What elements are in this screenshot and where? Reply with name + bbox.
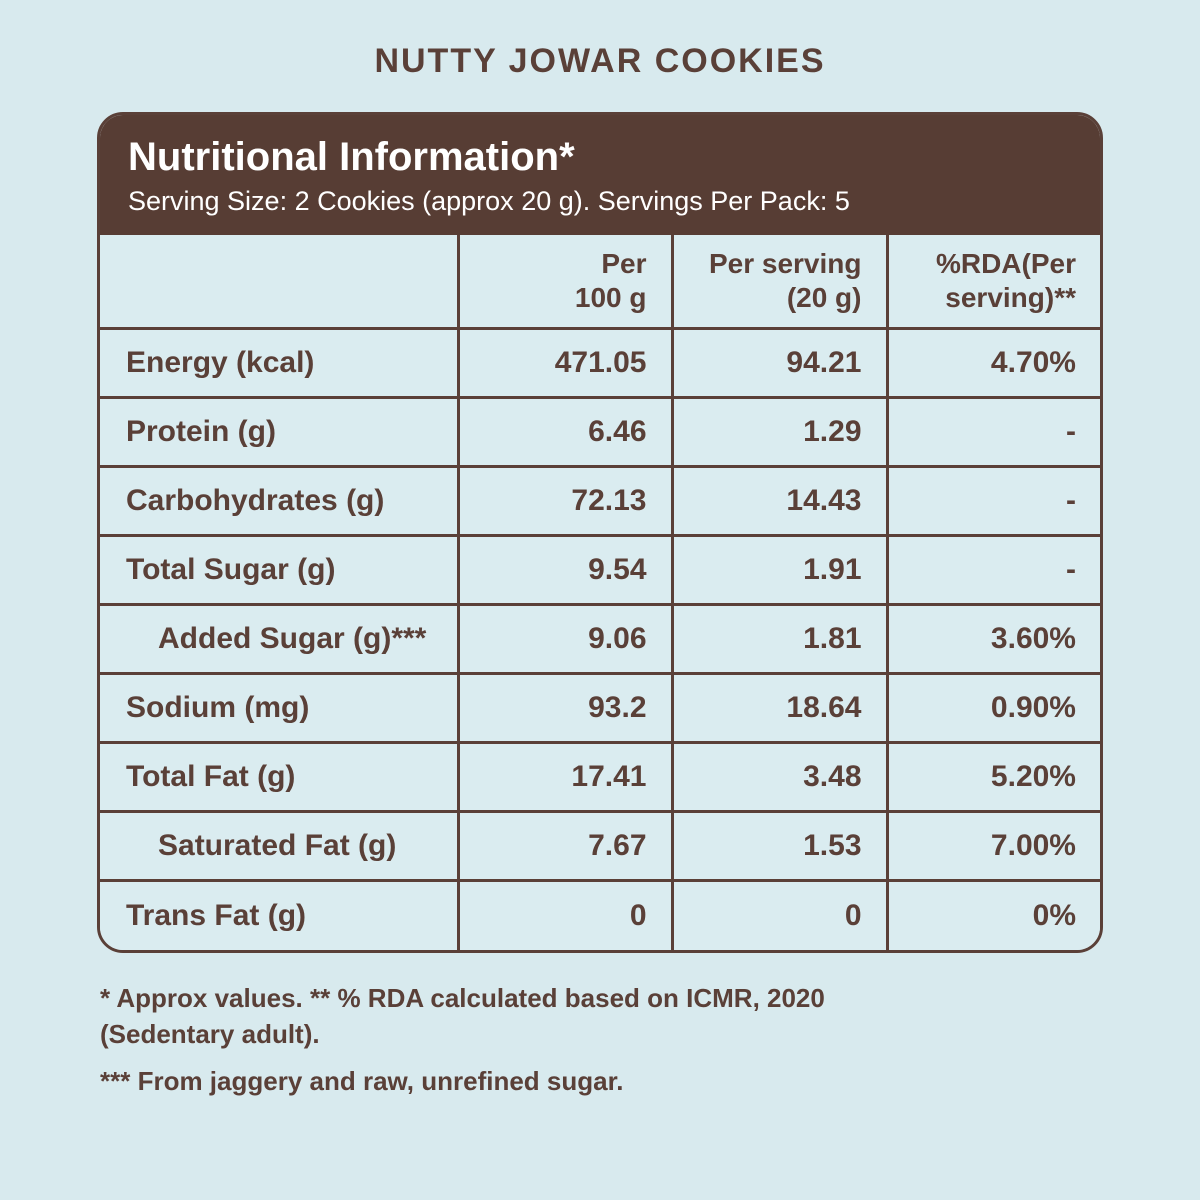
col-header-rda: %RDA(Per serving)** xyxy=(885,234,1100,329)
col-header-line: Per xyxy=(601,247,647,279)
col-header-line: serving)** xyxy=(945,282,1076,313)
value-per-serving: 1.29 xyxy=(670,396,887,467)
row-label: Energy (kcal) xyxy=(100,327,458,398)
row-label: Saturated Fat (g) xyxy=(100,810,458,881)
value-per-serving: 14.43 xyxy=(670,465,887,536)
value-per-serving: 3.48 xyxy=(670,741,887,812)
table-row: Carbohydrates (g) 72.13 14.43 - xyxy=(100,465,1100,536)
nutrition-table: Per 100 g Per serving (20 g) %RDA(Per se… xyxy=(100,234,1100,950)
value-rda: - xyxy=(885,465,1100,536)
serving-size-text: Serving Size: 2 Cookies (approx 20 g). S… xyxy=(128,186,850,216)
row-label: Carbohydrates (g) xyxy=(100,465,458,536)
value-per-100g: 9.54 xyxy=(456,534,672,605)
table-header-row: Per 100 g Per serving (20 g) %RDA(Per se… xyxy=(100,234,1100,329)
col-header-line: Per serving xyxy=(708,247,862,279)
value-per-100g: 7.67 xyxy=(456,810,672,881)
value-per-100g: 9.06 xyxy=(456,603,672,674)
table-row: Saturated Fat (g) 7.67 1.53 7.00% xyxy=(100,810,1100,881)
footnote-line: (Sedentary adult). xyxy=(100,1019,320,1050)
row-label: Protein (g) xyxy=(100,396,458,467)
row-label: Sodium (mg) xyxy=(100,672,458,743)
value-per-100g: 93.2 xyxy=(456,672,672,743)
value-per-100g: 72.13 xyxy=(456,465,672,536)
col-header-line: (20 g) xyxy=(786,282,862,313)
value-rda: 0.90% xyxy=(885,672,1100,743)
value-per-100g: 0 xyxy=(456,879,672,950)
value-per-serving: 1.53 xyxy=(670,810,887,881)
value-per-serving: 1.91 xyxy=(670,534,887,605)
col-header-line: 100 g xyxy=(574,282,647,313)
row-label: Added Sugar (g)*** xyxy=(100,603,458,674)
value-per-serving: 18.64 xyxy=(670,672,887,743)
value-per-100g: 6.46 xyxy=(456,396,672,467)
table-row: Total Sugar (g) 9.54 1.91 - xyxy=(100,534,1100,605)
value-rda: 3.60% xyxy=(885,603,1100,674)
col-header-per-serving: Per serving (20 g) xyxy=(670,234,887,329)
value-per-serving: 0 xyxy=(670,879,887,950)
value-rda: 7.00% xyxy=(885,810,1100,881)
value-rda: 4.70% xyxy=(885,327,1100,398)
table-row: Added Sugar (g)*** 9.06 1.81 3.60% xyxy=(100,603,1100,674)
footnote-line: *** From jaggery and raw, unrefined suga… xyxy=(100,1065,624,1096)
row-label: Total Sugar (g) xyxy=(100,534,458,605)
value-rda: - xyxy=(885,396,1100,467)
footnote-line: * Approx values. ** % RDA calculated bas… xyxy=(100,983,825,1013)
table-row: Total Fat (g) 17.41 3.48 5.20% xyxy=(100,741,1100,812)
nutrition-panel: Nutritional Information* Serving Size: 2… xyxy=(97,112,1103,953)
col-header-nutrient xyxy=(100,234,458,329)
panel-header: Nutritional Information* Serving Size: 2… xyxy=(100,115,1100,235)
table-row: Protein (g) 6.46 1.29 - xyxy=(100,396,1100,467)
value-per-100g: 471.05 xyxy=(456,327,672,398)
table-row: Sodium (mg) 93.2 18.64 0.90% xyxy=(100,672,1100,743)
footnotes: * Approx values. ** % RDA calculated bas… xyxy=(100,980,1000,1099)
value-per-100g: 17.41 xyxy=(456,741,672,812)
panel-heading: Nutritional Information* xyxy=(128,135,575,179)
value-rda: 5.20% xyxy=(885,741,1100,812)
row-label: Trans Fat (g) xyxy=(100,879,458,950)
col-header-line: %RDA(Per xyxy=(935,247,1076,279)
table-row: Trans Fat (g) 0 0 0% xyxy=(100,879,1100,950)
value-per-serving: 1.81 xyxy=(670,603,887,674)
value-rda: 0% xyxy=(885,879,1100,950)
value-per-serving: 94.21 xyxy=(670,327,887,398)
col-header-per-100g: Per 100 g xyxy=(456,234,672,329)
footnote-sugar: *** From jaggery and raw, unrefined suga… xyxy=(100,1063,1000,1099)
row-label: Total Fat (g) xyxy=(100,741,458,812)
value-rda: - xyxy=(885,534,1100,605)
footnote-rda: * Approx values. ** % RDA calculated bas… xyxy=(100,980,1000,1053)
table-row: Energy (kcal) 471.05 94.21 4.70% xyxy=(100,327,1100,398)
product-title: NUTTY JOWAR COOKIES xyxy=(374,42,826,80)
